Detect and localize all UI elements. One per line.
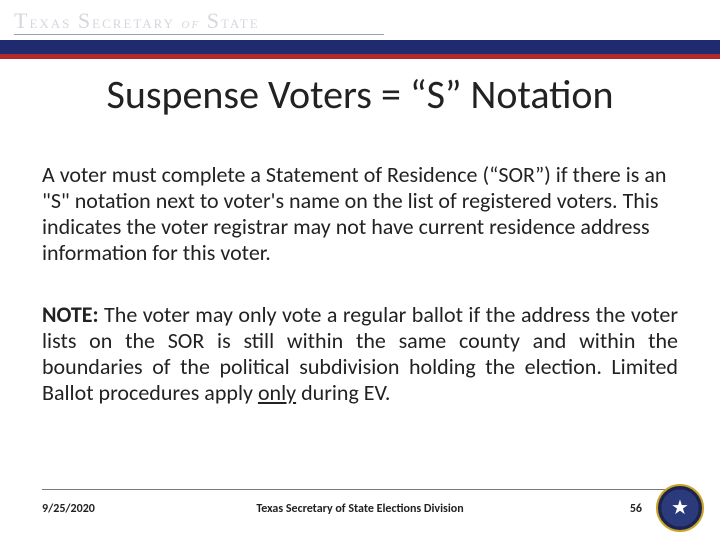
header-blue-band — [0, 40, 720, 54]
slide-title: Suspense Voters = “S” Notation — [0, 70, 720, 119]
seal-circle: ★ — [656, 484, 704, 532]
slide: Texas Secretary of State Suspense Voters… — [0, 0, 720, 540]
note-underlined: only — [258, 379, 296, 406]
paragraph-1: A voter must complete a Statement of Res… — [42, 162, 678, 266]
star-icon: ★ — [671, 498, 689, 518]
note-text-post: during EV. — [296, 379, 390, 406]
footer-center: Texas Secretary of State Elections Divis… — [0, 502, 720, 516]
paragraph-note: NOTE: The voter may only vote a regular … — [42, 302, 678, 406]
header-org-text: Texas Secretary of State — [14, 8, 260, 34]
header-bar: Texas Secretary of State — [0, 0, 720, 44]
header-rule — [14, 34, 384, 35]
footer-page-number: 56 — [630, 502, 642, 516]
state-seal-icon: ★ — [656, 484, 704, 532]
note-label: NOTE: — [42, 301, 99, 328]
header-red-band — [0, 54, 720, 59]
footer-rule — [42, 489, 678, 490]
